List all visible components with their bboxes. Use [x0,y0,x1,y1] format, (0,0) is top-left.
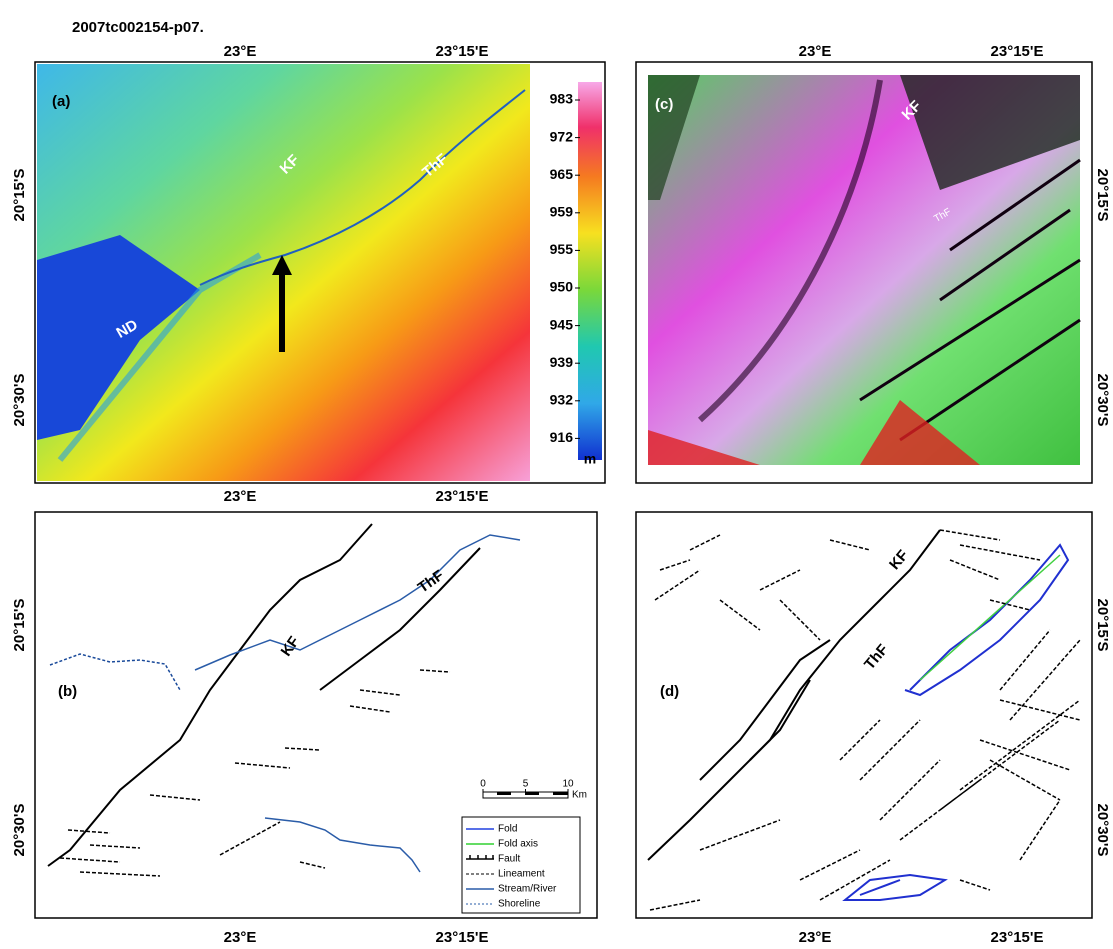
river [194,534,521,671]
panel-label: (c) [655,96,673,113]
panel-label: (a) [52,93,70,110]
legend-box [461,816,581,914]
legend-label: Fold [498,824,517,835]
colorbar [578,82,602,460]
bottom-tick-label: 23°E [224,929,257,946]
river [199,89,526,286]
relief-ridge [697,79,883,423]
top-tick-label: 23°15'E [436,43,489,60]
scale-bar [525,792,539,795]
colorbar-label: 950 [550,279,574,295]
colorbar-label: 939 [550,354,574,370]
bottom-tick-label: 23°15'E [991,929,1044,946]
panel-frame [34,61,606,484]
lineament [649,529,1081,911]
fault-kf [47,523,373,867]
bottom-tick-label: 23°E [224,488,257,505]
feature-label: KF [886,547,912,573]
right-tick-label: 20°30'S [1094,374,1111,427]
colorbar-label: 959 [550,204,574,220]
scale-label: 0 [480,779,486,790]
legend-label: Shoreline [498,899,541,910]
colorbar-label: 916 [550,429,574,445]
right-tick-label: 20°30'S [1094,804,1111,857]
panel-a: (a) KF ThF ND 23°E 23°15'E 23°E 23°15'E … [11,43,606,505]
feature-label: ThF [415,567,447,597]
colorbar-label: 965 [550,166,574,182]
left-tick-label: 20°15'S [11,169,28,222]
river [264,817,421,873]
relief-dark [900,75,1080,190]
scale-label: 5 [523,779,529,790]
shore-band [57,252,262,462]
fold-axis [919,554,1061,681]
right-tick-label: 20°15'S [1094,169,1111,222]
feature-label: ThF [861,641,892,673]
bottom-tick-label: 23°E [799,929,832,946]
panel-frame [635,61,1093,484]
left-tick-label: 20°30'S [11,804,28,857]
relief-red [648,400,980,465]
fault-thf [699,639,831,781]
fault-kf [647,529,941,861]
lineament [59,669,451,877]
right-tick-label: 20°15'S [1094,599,1111,652]
legend-label: Stream/River [498,884,557,895]
scale-label: 10 [562,779,574,790]
colorbar-label: 945 [550,316,574,332]
scale-unit: Km [572,790,587,801]
relief-ridge [859,158,1081,442]
panel-d: (d) KF ThF 23°E 23°15'E 20°15'S 20°30'S [635,511,1111,946]
legend-swatch [466,855,494,860]
top-tick-label: 23°E [799,43,832,60]
bottom-tick-label: 23°15'E [436,488,489,505]
fault-thf [319,547,481,691]
panel-frame [635,511,1093,919]
colorbar-label: 955 [550,241,574,257]
arrow-head [272,255,292,275]
panel-label: (d) [660,683,679,700]
left-tick-label: 20°30'S [11,374,28,427]
feature-label: KF [278,633,303,659]
bottom-tick-label: 23°15'E [436,929,489,946]
scale-bar [497,792,511,795]
top-tick-label: 23°15'E [991,43,1044,60]
legend-label: Fold axis [498,839,538,850]
colorbar-label: 932 [550,392,574,408]
left-tick-label: 20°15'S [11,599,28,652]
shoreline [49,653,181,691]
colorbar-label: 972 [550,128,574,144]
colorbar-label: 983 [550,91,574,107]
depression-area [37,235,200,440]
panel-b: (b) KF ThF 23°E 23°15'E 20°15'S 20°30'S [11,511,598,946]
panel-label: (b) [58,683,77,700]
relief-dark [648,75,700,200]
legend-label: Fault [498,854,520,865]
panel-c: (c) KF ThF 23°E 23°15'E 20°15'S 20°30'S [635,43,1111,484]
legend-label: Lineament [498,869,545,880]
figure-title: 2007tc002154-p07. [72,19,204,36]
top-tick-label: 23°E [224,43,257,60]
colorbar-unit: m [584,451,596,467]
panel-frame [34,511,598,919]
scale-bar [553,792,568,795]
fold [842,873,948,901]
